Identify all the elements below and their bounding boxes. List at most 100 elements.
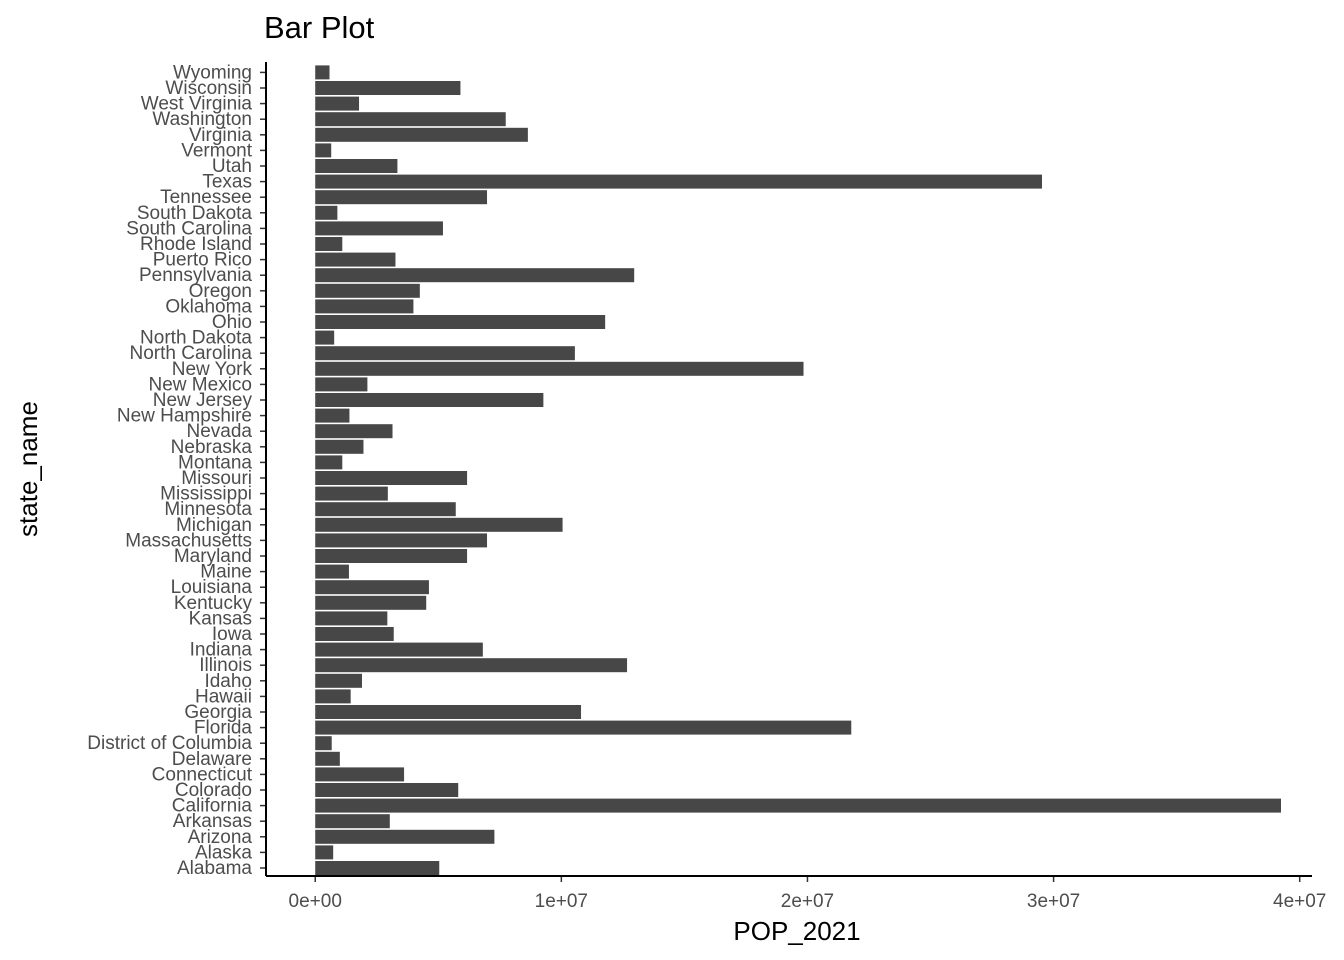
x-axis-ticks: 0e+00 1e+07 2e+07 3e+07 4e+07: [289, 876, 1326, 912]
y-tick-label: Delaware: [172, 749, 252, 770]
bar-tennessee: [315, 190, 488, 205]
bar-new-hampshire: [315, 408, 350, 423]
y-tick-label: Wisconsin: [165, 78, 252, 99]
bar-north-carolina: [315, 346, 575, 361]
bar-alabama: [315, 861, 440, 875]
y-tick-label: Washington: [152, 109, 252, 130]
y-tick-label: Tennessee: [160, 187, 252, 208]
bar-district-of-columbia: [315, 736, 332, 751]
y-tick-label: Pennsylvania: [139, 265, 252, 286]
y-tick-label: District of Columbia: [87, 733, 252, 754]
bar-oregon: [315, 283, 420, 298]
y-tick-label: Ohio: [212, 312, 252, 333]
y-tick-label: New York: [172, 359, 253, 380]
y-tick-label: Alaska: [195, 842, 252, 863]
bar-new-mexico: [315, 377, 368, 392]
y-tick-label: Mississippi: [160, 484, 252, 505]
bar-arizona: [315, 829, 495, 844]
bar-kentucky: [315, 595, 427, 610]
chart-title: Bar Plot: [264, 10, 375, 45]
y-tick-label: Alabama: [177, 858, 252, 879]
bar-georgia: [315, 705, 582, 719]
bar-california: [315, 798, 1281, 813]
y-tick-label: Missouri: [181, 468, 252, 489]
bar-indiana: [315, 642, 483, 657]
y-tick-label: California: [172, 796, 253, 817]
y-tick-label: North Dakota: [140, 328, 252, 349]
y-tick-label: Texas: [202, 172, 252, 193]
y-tick-label: New Jersey: [153, 390, 253, 411]
bar-nevada: [315, 424, 393, 439]
y-tick-label: Maine: [200, 562, 252, 583]
y-tick-label: Maryland: [174, 546, 252, 567]
y-axis-title: state_name: [13, 401, 43, 537]
bar-iowa: [315, 627, 394, 641]
y-tick-label: New Hampshire: [117, 406, 252, 427]
y-tick-label: Montana: [178, 452, 252, 473]
bar-vermont: [315, 143, 332, 158]
y-tick-label: Hawaii: [195, 686, 252, 707]
bar-michigan: [315, 517, 563, 532]
bar-louisiana: [315, 580, 429, 595]
x-axis-title: POP_2021: [733, 916, 860, 946]
bar-utah: [315, 159, 398, 173]
y-tick-label: South Dakota: [137, 203, 253, 224]
y-tick-label: Georgia: [184, 702, 252, 723]
y-tick-label: Illinois: [199, 655, 252, 676]
bar-illinois: [315, 658, 628, 673]
bar-new-jersey: [315, 393, 544, 407]
y-tick-label: Michigan: [176, 515, 252, 536]
y-tick-label: South Carolina: [126, 218, 252, 239]
x-tick-label: 0e+00: [289, 891, 342, 912]
bar-rhode-island: [315, 237, 343, 251]
y-tick-label: Minnesota: [164, 499, 252, 520]
bar-wyoming: [315, 65, 330, 80]
y-tick-label: Rhode Island: [140, 234, 252, 255]
x-tick-label: 4e+07: [1273, 891, 1326, 912]
bar-south-carolina: [315, 221, 443, 236]
bar-new-york: [315, 361, 804, 376]
y-tick-label: Puerto Rico: [153, 250, 252, 271]
y-tick-label: Iowa: [212, 624, 253, 645]
bar-west-virginia: [315, 96, 360, 111]
y-tick-label: Kentucky: [174, 593, 253, 614]
bar-arkansas: [315, 814, 390, 829]
bar-kansas: [315, 611, 388, 626]
bar-minnesota: [315, 502, 456, 517]
bar-colorado: [315, 783, 459, 797]
y-tick-label: Arizona: [188, 827, 253, 848]
bar-massachusetts: [315, 533, 488, 548]
bar-ohio: [315, 315, 606, 329]
y-tick-label: Louisiana: [171, 577, 253, 598]
y-tick-label: West Virginia: [141, 94, 253, 115]
y-tick-label: Arkansas: [173, 811, 252, 832]
y-tick-label: Idaho: [204, 671, 252, 692]
y-tick-label: Oregon: [189, 281, 252, 302]
bar-alaska: [315, 845, 334, 860]
bar-maryland: [315, 549, 468, 563]
x-tick-label: 2e+07: [781, 891, 834, 912]
y-tick-label: Utah: [212, 156, 252, 177]
y-tick-label: Colorado: [175, 780, 252, 801]
y-tick-label: Virginia: [189, 125, 252, 146]
bar-oklahoma: [315, 299, 414, 314]
y-tick-label: Wyoming: [173, 62, 252, 83]
x-tick-label: 3e+07: [1027, 891, 1080, 912]
bars-group: [315, 65, 1281, 875]
y-tick-label: Nebraska: [171, 437, 253, 458]
y-tick-label: Indiana: [190, 640, 253, 661]
y-tick-label: North Carolina: [130, 343, 253, 364]
bar-south-dakota: [315, 205, 338, 220]
y-axis-ticks: AlabamaAlaskaArizonaArkansasCaliforniaCo…: [87, 62, 266, 879]
bar-mississippi: [315, 486, 388, 501]
bar-montana: [315, 455, 343, 470]
bar-nebraska: [315, 439, 364, 454]
bar-hawaii: [315, 689, 351, 704]
bar-washington: [315, 112, 506, 127]
bar-texas: [315, 174, 1043, 189]
bar-wisconsin: [315, 81, 461, 95]
y-tick-label: Florida: [194, 718, 253, 739]
y-tick-label: Massachusetts: [125, 530, 252, 551]
